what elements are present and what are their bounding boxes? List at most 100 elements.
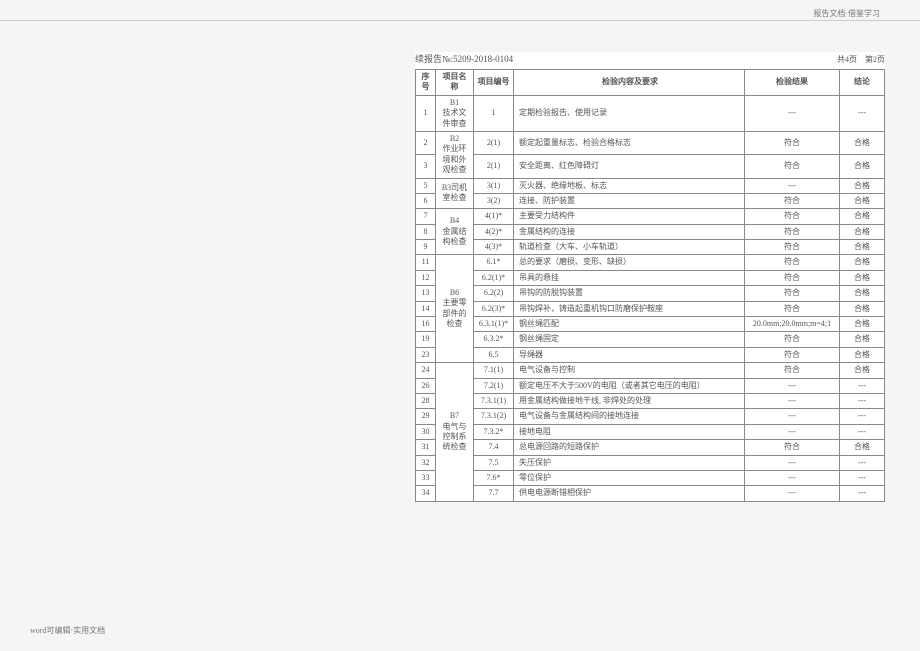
cell-seq: 34 bbox=[416, 486, 436, 501]
header-right: 报告文档·借鉴学习 bbox=[813, 8, 880, 19]
cell-result: 符合 bbox=[745, 193, 840, 208]
table-row: 267.2(1)额定电压不大于500V的电阻（或者其它电压的电阻）------ bbox=[416, 378, 885, 393]
table-row: 317.4总电源回路的短路保护符合合格 bbox=[416, 440, 885, 455]
cell-code: 7.4 bbox=[474, 440, 514, 455]
cell-conclusion: --- bbox=[840, 393, 885, 408]
cell-seq: 16 bbox=[416, 317, 436, 332]
th-name: 项目名称 bbox=[436, 70, 474, 96]
cell-seq: 30 bbox=[416, 424, 436, 439]
cell-content: 导绳器 bbox=[514, 347, 745, 362]
cell-seq: 7 bbox=[416, 209, 436, 224]
cell-conclusion: --- bbox=[840, 378, 885, 393]
cell-group-name: B1 技术文件审查 bbox=[436, 95, 474, 131]
cell-seq: 26 bbox=[416, 378, 436, 393]
cell-code: 6.3.2* bbox=[474, 332, 514, 347]
cell-conclusion: 合格 bbox=[840, 224, 885, 239]
cell-result: --- bbox=[745, 470, 840, 485]
table-row: 32(1)安全距离、红色障碍灯符合合格 bbox=[416, 155, 885, 178]
table-row: 7B4 金属结构检查4(1)*主要受力结构件符合合格 bbox=[416, 209, 885, 224]
cell-code: 6.5 bbox=[474, 347, 514, 362]
cell-result: 符合 bbox=[745, 363, 840, 378]
cell-content: 总电源回路的短路保护 bbox=[514, 440, 745, 455]
footer-left: word可编辑·实用文档 bbox=[30, 625, 105, 636]
inspection-table: 序号 项目名称 项目编号 检验内容及要求 检验结果 结论 1B1 技术文件审查 1… bbox=[415, 69, 885, 502]
page-count: 共4页 第2页 bbox=[837, 54, 885, 65]
cell-code: 7.7 bbox=[474, 486, 514, 501]
cell-result: --- bbox=[745, 95, 840, 131]
table-row: 196.3.2*钢丝绳固定符合合格 bbox=[416, 332, 885, 347]
cell-code: 4(2)* bbox=[474, 224, 514, 239]
cell-content: 吊钩焊补，铸造起重机钩口防磨保护鞍座 bbox=[514, 301, 745, 316]
cell-conclusion: 合格 bbox=[840, 317, 885, 332]
cell-group-name: B4 金属结构检查 bbox=[436, 209, 474, 255]
report-number: 续报告№:5209-2018-0104 bbox=[415, 52, 513, 65]
cell-conclusion: 合格 bbox=[840, 270, 885, 285]
cell-code: 7.6* bbox=[474, 470, 514, 485]
cell-result: 符合 bbox=[745, 301, 840, 316]
th-result: 检验结果 bbox=[745, 70, 840, 96]
cell-code: 6.2(3)* bbox=[474, 301, 514, 316]
cell-seq: 19 bbox=[416, 332, 436, 347]
cell-conclusion: --- bbox=[840, 470, 885, 485]
table-row: 63(2)连接、防护装置符合合格 bbox=[416, 193, 885, 208]
table-row: 236.5导绳器符合合格 bbox=[416, 347, 885, 362]
table-row: 327.5失压保护------ bbox=[416, 455, 885, 470]
cell-conclusion: --- bbox=[840, 486, 885, 501]
cell-content: 供电电源断错相保护 bbox=[514, 486, 745, 501]
cell-result: 符合 bbox=[745, 347, 840, 362]
table-row: 1B1 技术文件审查1定期检验报告、使用记录------ bbox=[416, 95, 885, 131]
cell-result: --- bbox=[745, 393, 840, 408]
cell-content: 灭火器、绝缘地板、标志 bbox=[514, 178, 745, 193]
cell-conclusion: 合格 bbox=[840, 363, 885, 378]
cell-result: 20.0mm;20.0mm;m=4;1 bbox=[745, 317, 840, 332]
cell-seq: 24 bbox=[416, 363, 436, 378]
cell-group-name: B2 作业环境和外观检查 bbox=[436, 131, 474, 178]
cell-content: 轨道检查（大车、小车轨道） bbox=[514, 240, 745, 255]
cell-conclusion: --- bbox=[840, 95, 885, 131]
table-row: 136.2(2)吊钩的防脱钩装置符合合格 bbox=[416, 286, 885, 301]
cell-content: 定期检验报告、使用记录 bbox=[514, 95, 745, 131]
table-row: 347.7供电电源断错相保护------ bbox=[416, 486, 885, 501]
table-header-row: 序号 项目名称 项目编号 检验内容及要求 检验结果 结论 bbox=[416, 70, 885, 96]
cell-result: 符合 bbox=[745, 131, 840, 154]
cell-code: 7.3.1(1) bbox=[474, 393, 514, 408]
cell-result: --- bbox=[745, 378, 840, 393]
cell-conclusion: 合格 bbox=[840, 332, 885, 347]
table-row: 307.3.2*接地电阻------ bbox=[416, 424, 885, 439]
cell-code: 3(2) bbox=[474, 193, 514, 208]
cell-conclusion: 合格 bbox=[840, 286, 885, 301]
cell-content: 吊具的悬挂 bbox=[514, 270, 745, 285]
cell-result: 符合 bbox=[745, 224, 840, 239]
cell-code: 6.3.1(1)* bbox=[474, 317, 514, 332]
cell-content: 额定电压不大于500V的电阻（或者其它电压的电阻） bbox=[514, 378, 745, 393]
cell-conclusion: --- bbox=[840, 424, 885, 439]
th-content: 检验内容及要求 bbox=[514, 70, 745, 96]
cell-seq: 28 bbox=[416, 393, 436, 408]
cell-result: 符合 bbox=[745, 440, 840, 455]
table-row: 5B3司机室检查3(1)灭火器、绝缘地板、标志---合格 bbox=[416, 178, 885, 193]
cell-result: 符合 bbox=[745, 240, 840, 255]
cell-seq: 23 bbox=[416, 347, 436, 362]
cell-code: 2(1) bbox=[474, 155, 514, 178]
cell-conclusion: 合格 bbox=[840, 440, 885, 455]
th-concl: 结论 bbox=[840, 70, 885, 96]
cell-seq: 13 bbox=[416, 286, 436, 301]
cell-content: 用金属结构做接地干线, 非焊处的处理 bbox=[514, 393, 745, 408]
cell-result: --- bbox=[745, 486, 840, 501]
cell-code: 4(1)* bbox=[474, 209, 514, 224]
cell-seq: 33 bbox=[416, 470, 436, 485]
cell-seq: 9 bbox=[416, 240, 436, 255]
cell-seq: 1 bbox=[416, 95, 436, 131]
table-row: 337.6*零位保护------ bbox=[416, 470, 885, 485]
cell-conclusion: 合格 bbox=[840, 209, 885, 224]
table-row: 287.3.1(1)用金属结构做接地干线, 非焊处的处理------ bbox=[416, 393, 885, 408]
table-row: 2B2 作业环境和外观检查2(1)额定起重量标志、检验合格标志符合合格 bbox=[416, 131, 885, 154]
cell-result: 符合 bbox=[745, 209, 840, 224]
cell-conclusion: 合格 bbox=[840, 131, 885, 154]
cell-conclusion: --- bbox=[840, 455, 885, 470]
cell-group-name: B6 主要零部件的检查 bbox=[436, 255, 474, 363]
cell-result: 符合 bbox=[745, 255, 840, 270]
cell-seq: 8 bbox=[416, 224, 436, 239]
cell-code: 4(3)* bbox=[474, 240, 514, 255]
table-row: 24B7 电气与控制系统检查7.1(1)电气设备与控制符合合格 bbox=[416, 363, 885, 378]
